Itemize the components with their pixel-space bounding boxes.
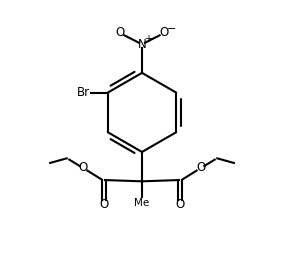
Text: Br: Br [77, 86, 90, 99]
Text: −: − [167, 24, 176, 34]
Text: Me: Me [134, 198, 150, 207]
Text: O: O [196, 161, 205, 174]
Text: O: O [99, 198, 108, 211]
Text: O: O [159, 26, 168, 38]
Text: N: N [138, 38, 146, 51]
Text: O: O [176, 198, 185, 211]
Text: O: O [116, 26, 125, 38]
Text: +: + [144, 34, 152, 44]
Text: O: O [79, 161, 88, 174]
